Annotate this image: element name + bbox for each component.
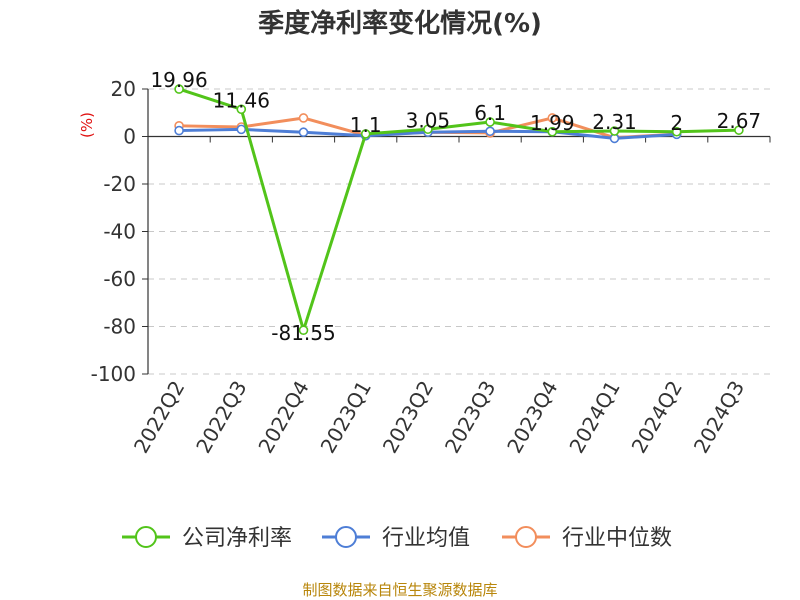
- data-point: [298, 113, 309, 123]
- x-tick-label: 2023Q3: [440, 377, 500, 458]
- legend-label: 行业均值: [382, 526, 470, 551]
- data-point: [547, 113, 558, 123]
- data-point: [360, 129, 371, 139]
- x-tick-label: 2024Q2: [627, 377, 687, 458]
- y-tick-label: -40: [103, 220, 136, 244]
- x-tick-label: 2023Q2: [378, 377, 438, 458]
- data-point: [174, 125, 184, 136]
- x-tick-label: 2022Q3: [191, 377, 251, 458]
- data-label: 6.1: [474, 101, 506, 125]
- series-line-0: [178, 87, 739, 332]
- x-tick-label: 2024Q1: [564, 377, 624, 458]
- data-label: 11.46: [213, 88, 270, 112]
- y-axis-label: (%): [78, 112, 96, 138]
- data-label: 2.31: [592, 110, 637, 134]
- x-tick-label: 2023Q4: [502, 377, 562, 458]
- legend[interactable]: 公司净利率 行业均值 行业中位数: [122, 526, 672, 551]
- legend-label: 行业中位数: [562, 526, 672, 551]
- data-point: [236, 104, 247, 115]
- legend-item-0[interactable]: 公司净利率: [122, 526, 292, 551]
- data-point: [236, 124, 247, 135]
- y-tick-labels: 20 0 -20 -40 -60 -80 -100: [91, 77, 136, 386]
- legend-label: 公司净利率: [182, 526, 292, 551]
- legend-marker: [515, 526, 537, 548]
- y-tick-label: -80: [103, 315, 136, 339]
- data-label: 1.1: [350, 113, 382, 137]
- x-tick-label: 2023Q1: [316, 377, 376, 458]
- y-tick-label: -20: [103, 172, 136, 196]
- data-point: [423, 124, 433, 135]
- x-tick-label: 2022Q4: [253, 377, 313, 458]
- data-point: [485, 126, 495, 137]
- grid-lines: [148, 88, 770, 375]
- data-label: -81.55: [271, 321, 335, 345]
- data-point: [298, 127, 309, 138]
- legend-marker: [335, 526, 357, 548]
- data-label: 2: [670, 111, 683, 135]
- legend-item-2[interactable]: 行业中位数: [502, 526, 672, 551]
- data-label: 19.96: [150, 68, 207, 92]
- data-point: [174, 84, 184, 94]
- data-point: [671, 126, 682, 137]
- data-label: 3.05: [406, 108, 451, 132]
- data-label: 2.67: [717, 109, 762, 133]
- legend-marker: [135, 526, 157, 548]
- x-tick-label: 2024Q3: [689, 377, 749, 458]
- x-tick-labels: 2022Q2 2022Q3 2022Q4 2023Q1 2023Q2 2023Q3 2023…: [129, 377, 749, 458]
- legend-item-1[interactable]: 行业均值: [322, 526, 470, 551]
- y-tick-label: -100: [91, 362, 136, 386]
- x-tick-label: 2022Q2: [129, 377, 189, 458]
- data-point: [298, 325, 309, 335]
- series-layer: [174, 84, 744, 335]
- y-tick-label: 0: [123, 125, 136, 149]
- data-point: [547, 126, 558, 137]
- data-point: [609, 126, 620, 136]
- y-tick-label: -60: [103, 267, 136, 291]
- data-point: [485, 117, 495, 127]
- data-point: [734, 125, 744, 135]
- chart-title: 季度净利率变化情况(%): [258, 8, 542, 39]
- data-label: 1.99: [530, 111, 575, 135]
- y-tick-label: 20: [111, 77, 136, 101]
- source-note: 制图数据来自恒生聚源数据库: [302, 581, 497, 599]
